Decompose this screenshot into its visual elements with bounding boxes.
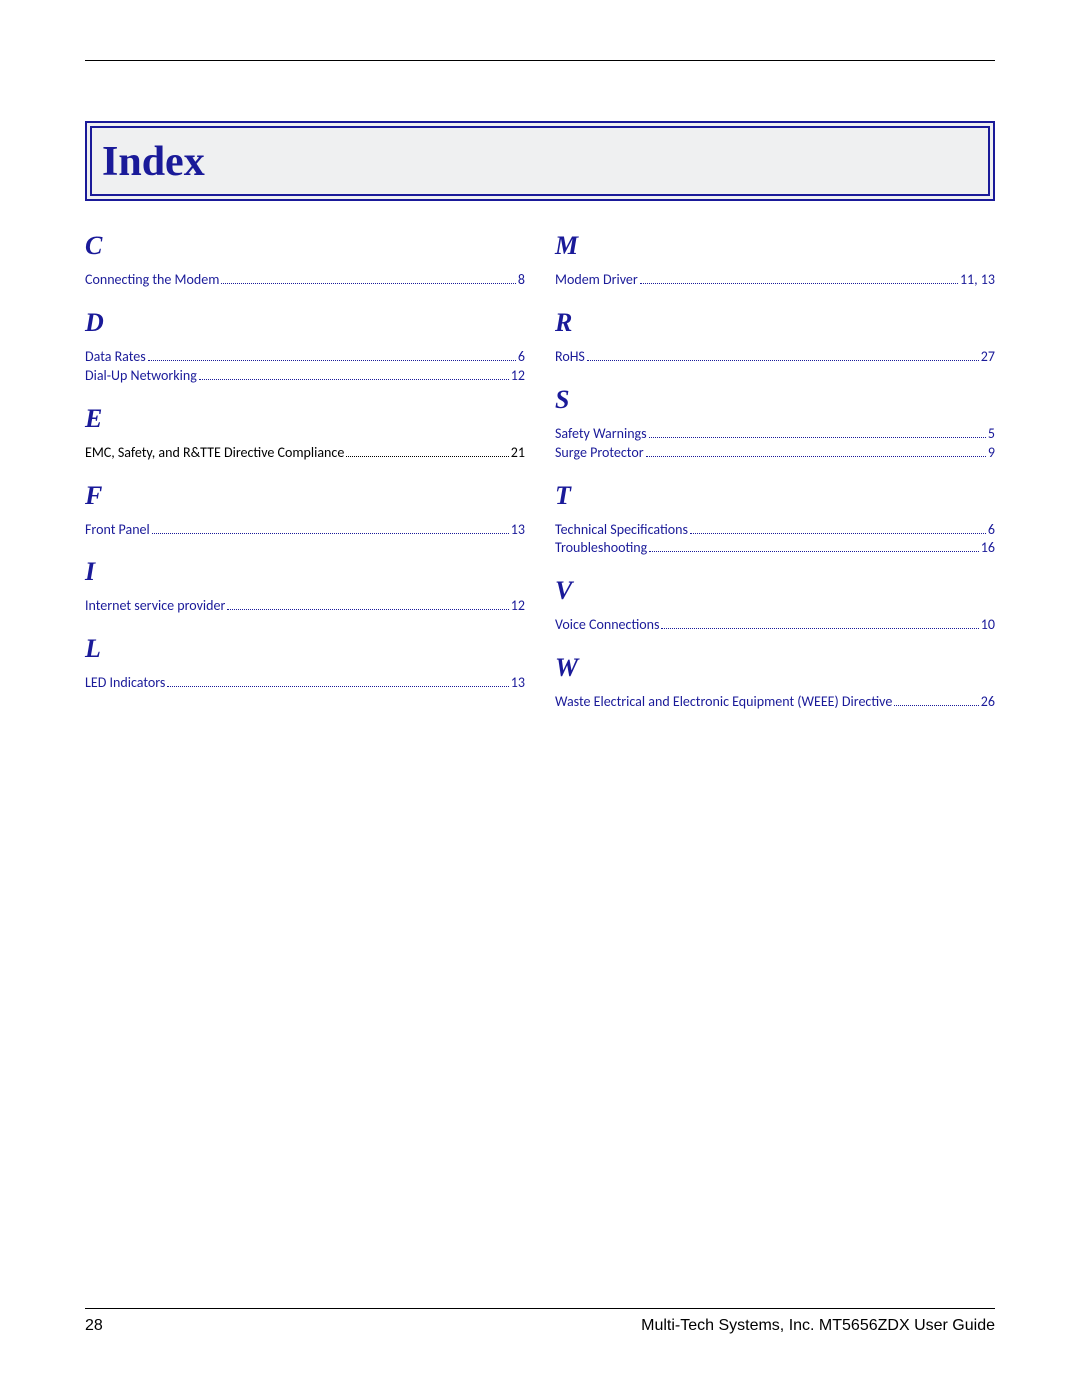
leader-dots (148, 360, 516, 361)
index-entry-page: 5 (988, 425, 995, 444)
section-letter-e: E (85, 404, 525, 434)
index-entry-label: Internet service provider (85, 597, 225, 616)
index-entry-label: Waste Electrical and Electronic Equipmen… (555, 693, 892, 712)
index-entry-page: 26 (981, 693, 995, 712)
index-column-left: CConnecting the Modem 8DData Rates 6Dial… (85, 231, 525, 712)
footer-row: 28 Multi-Tech Systems, Inc. MT5656ZDX Us… (85, 1317, 995, 1335)
index-entry-page: 8 (518, 271, 525, 290)
leader-dots (649, 437, 986, 438)
index-entry-page: 13 (511, 521, 525, 540)
index-entry-page: 6 (518, 348, 525, 367)
index-entry-led-indicators[interactable]: LED Indicators 13 (85, 674, 525, 693)
index-entry-page: 12 (511, 367, 525, 386)
leader-dots (199, 379, 509, 380)
index-entry-page: 13 (511, 674, 525, 693)
section-letter-s: S (555, 385, 995, 415)
index-entry-label: Front Panel (85, 521, 150, 540)
index-entry-emc-safety-and-r-tte-directive-compliance: EMC, Safety, and R&TTE Directive Complia… (85, 444, 525, 463)
leader-dots (346, 456, 509, 457)
section-letter-c: C (85, 231, 525, 261)
leader-dots (152, 533, 509, 534)
index-entry-page: 11, 13 (960, 271, 995, 290)
index-entry-label: Dial-Up Networking (85, 367, 197, 386)
leader-dots (646, 456, 986, 457)
section-letter-d: D (85, 308, 525, 338)
index-entry-surge-protector[interactable]: Surge Protector 9 (555, 444, 995, 463)
index-entry-page: 27 (981, 348, 995, 367)
index-entry-label: LED Indicators (85, 674, 165, 693)
index-entry-page: 9 (988, 444, 995, 463)
page-number: 28 (85, 1317, 103, 1335)
page: Index C Connecting the Modem 8 D Data Rates… (85, 60, 995, 1335)
index-entry-troubleshooting[interactable]: Troubleshooting 16 (555, 539, 995, 558)
index-entry-label: Safety Warnings (555, 425, 647, 444)
leader-dots (221, 283, 516, 284)
index-columns: CConnecting the Modem 8DData Rates 6Dial… (85, 231, 995, 712)
index-entry-page: 10 (981, 616, 995, 635)
section-letter-l: L (85, 634, 525, 664)
index-title-box: Index (85, 121, 995, 201)
leader-dots (640, 283, 958, 284)
index-entry-modem-driver[interactable]: Modem Driver 11, 13 (555, 271, 995, 290)
index-entry-voice-connections[interactable]: Voice Connections 10 (555, 616, 995, 635)
index-entry-label: Modem Driver (555, 271, 638, 290)
section-letter-t: T (555, 481, 995, 511)
index-entry-internet-service-provider[interactable]: Internet service provider 12 (85, 597, 525, 616)
footer-rule (85, 1308, 995, 1309)
index-entry-label: Technical Specifications (555, 521, 688, 540)
index-entry-safety-warnings[interactable]: Safety Warnings 5 (555, 425, 995, 444)
index-entry-front-panel[interactable]: Front Panel 13 (85, 521, 525, 540)
top-rule (85, 60, 995, 61)
index-entry-technical-specifications[interactable]: Technical Specifications 6 (555, 521, 995, 540)
section-letter-f: F (85, 481, 525, 511)
index-entry-page: 6 (988, 521, 995, 540)
index-entry-label: Connecting the Modem (85, 271, 219, 290)
index-entry-page: 21 (511, 444, 525, 463)
index-entry-label: Data Rates (85, 348, 146, 367)
index-entry-connecting-the-modem[interactable]: Connecting the Modem 8 (85, 271, 525, 290)
section-letter-r: R (555, 308, 995, 338)
index-entry-label: Troubleshooting (555, 539, 647, 558)
index-entry-waste-electrical-and-electronic-equipment-weee-directive[interactable]: Waste Electrical and Electronic Equipmen… (555, 693, 995, 712)
section-letter-v: V (555, 576, 995, 606)
index-entry-label: EMC, Safety, and R&TTE Directive Complia… (85, 444, 344, 463)
section-letter-i: I (85, 557, 525, 587)
leader-dots (649, 551, 979, 552)
index-entry-dial-up-networking[interactable]: Dial-Up Networking 12 (85, 367, 525, 386)
index-entry-label: Surge Protector (555, 444, 644, 463)
index-title: Index (102, 138, 978, 186)
index-entry-page: 12 (511, 597, 525, 616)
index-entry-rohs[interactable]: RoHS 27 (555, 348, 995, 367)
index-entry-data-rates[interactable]: Data Rates 6 (85, 348, 525, 367)
leader-dots (167, 686, 508, 687)
leader-dots (690, 533, 986, 534)
index-entry-page: 16 (981, 539, 995, 558)
index-entry-label: Voice Connections (555, 616, 659, 635)
section-letter-m: M (555, 231, 995, 261)
leader-dots (587, 360, 979, 361)
index-entry-label: RoHS (555, 348, 585, 367)
section-letter-w: W (555, 653, 995, 683)
leader-dots (661, 628, 978, 629)
leader-dots (227, 609, 508, 610)
doc-title: Multi-Tech Systems, Inc. MT5656ZDX User … (641, 1317, 995, 1335)
leader-dots (894, 705, 979, 706)
index-column-right: M Modem Driver 11, 13 R RoHS 27 S Safety Warn… (555, 231, 995, 712)
page-footer: 28 Multi-Tech Systems, Inc. MT5656ZDX Us… (85, 1308, 995, 1335)
